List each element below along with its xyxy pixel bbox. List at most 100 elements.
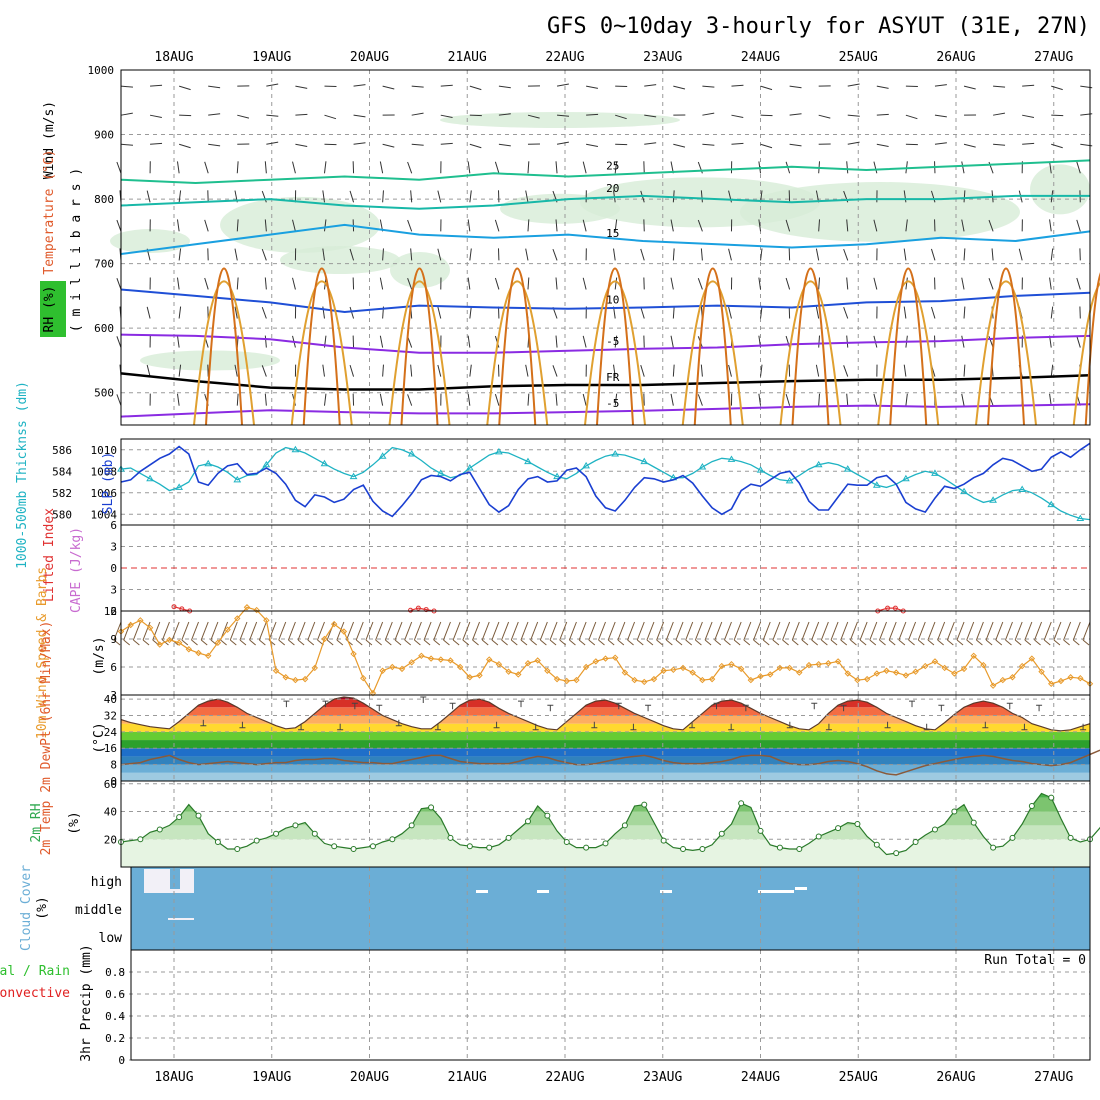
wind-barb — [178, 85, 191, 91]
wind-barb — [697, 219, 703, 232]
convective-label: Convective — [0, 986, 70, 1001]
temp-min-marker — [1021, 723, 1028, 731]
wind10m-barb-flag — [404, 639, 412, 646]
wind10m-barb-flag — [830, 639, 838, 646]
thickness-slp-axis: 580 582 584 586 1004 1006 1008 1010 — [52, 444, 117, 522]
thickness-marker — [843, 465, 852, 472]
wind-barb — [785, 219, 791, 232]
lifted-index-lines — [171, 604, 906, 614]
wind10m-speed-point — [718, 662, 725, 670]
wind-barb — [437, 190, 442, 203]
temp2m-axis: 0 8 16 24 32 40 — [104, 693, 118, 788]
wind10m-speed-point — [505, 668, 512, 675]
rh2m-point — [815, 833, 822, 840]
wind-barb — [640, 306, 645, 319]
wind10m-barb — [966, 621, 975, 641]
wind-barb — [494, 277, 500, 290]
wind10m-barb — [113, 621, 122, 641]
wind10m-speed-point — [873, 670, 881, 677]
wind-barb — [555, 335, 558, 348]
slp-tick-label: 1004 — [91, 508, 118, 521]
wind10m-barb — [627, 621, 636, 641]
wind-barb — [266, 141, 279, 145]
wind-barb — [586, 113, 599, 116]
wind-barb — [993, 143, 1006, 146]
cloud-cover-fill — [131, 867, 1090, 950]
wind-barb — [728, 364, 732, 377]
chart-title: GFS 0~10day 3-hourly for ASYUT (31E, 27N… — [547, 14, 1090, 39]
wind10m-speed-point — [282, 674, 289, 681]
thickness-axis-label: 1000-500mb Thicknss (dm) — [15, 381, 30, 569]
rh2m-point — [776, 844, 783, 851]
wind-barb — [760, 306, 763, 319]
wind10m-barb — [452, 621, 461, 641]
wind-barb — [785, 335, 791, 348]
wind-barb — [116, 278, 122, 290]
wind10m-barb-flag — [801, 639, 809, 646]
wind10m-barb — [859, 621, 868, 641]
pressure-tick-label: 500 — [94, 387, 114, 400]
wind-barb — [843, 248, 849, 261]
wind-barb — [1051, 85, 1063, 91]
wind-barb — [1050, 364, 1054, 377]
mid-cloud-mark — [168, 918, 194, 920]
wind-barb — [469, 190, 472, 203]
thickness-marker — [407, 450, 416, 457]
wind10m-barb-flag — [452, 639, 460, 646]
temp-min-marker — [728, 723, 735, 731]
pressure-axis: 500 600 700 800 900 1000 — [88, 64, 115, 400]
wind10m-barb-flag — [966, 639, 974, 646]
wind10m-speed-point — [970, 652, 977, 660]
wind10m-barb-flag — [782, 639, 789, 646]
wind10m-barb-flag — [869, 639, 877, 646]
wind-barb — [614, 219, 618, 232]
wind10m-barb-flag — [481, 639, 489, 646]
rh2m-point — [311, 830, 318, 837]
wind10m-barb-flag — [569, 639, 576, 646]
top-date-label: 18AUG — [154, 50, 193, 65]
wind-barb — [261, 307, 267, 319]
wind-barb — [264, 161, 267, 174]
wind-barb — [988, 278, 994, 290]
wind-barb — [961, 161, 965, 174]
wind-barb — [236, 277, 239, 290]
wind10m-speed-point — [137, 617, 144, 624]
temp-min-marker — [982, 721, 989, 729]
wind10m-barb — [762, 621, 771, 641]
wind10m-barb — [346, 621, 355, 641]
wind-barb — [236, 219, 239, 232]
wind-barb — [234, 306, 238, 319]
wind-barb — [847, 114, 860, 117]
wind-barb — [700, 364, 703, 377]
wind10m-barb — [287, 621, 296, 641]
wind-barb — [905, 277, 908, 290]
cloud-cover-unit-label: (%) — [35, 896, 50, 919]
wind10m-barb-flag — [462, 639, 470, 646]
wind-barb — [961, 335, 965, 348]
contour-label: 25 — [606, 159, 619, 172]
wind-barb — [582, 393, 587, 406]
rh2m-point — [544, 812, 551, 819]
lifted-index-point — [408, 607, 414, 613]
wind10m-speed-point — [922, 662, 929, 670]
thickness-slp-grid — [121, 439, 1090, 525]
wind10m-barb-flag — [753, 639, 760, 646]
wind-barb — [993, 112, 1006, 116]
wind-barb — [873, 219, 878, 232]
wind10m-barb-flag — [1053, 639, 1061, 646]
thickness-marker — [1076, 514, 1085, 522]
wind-barb — [349, 190, 355, 203]
stability-grid — [121, 525, 1090, 611]
rh2m-point — [641, 801, 648, 808]
wind10m-speed-point — [466, 674, 474, 681]
temp-max-marker — [938, 704, 945, 712]
wind10m-barb-flag — [578, 639, 586, 646]
surface-temp-loop — [486, 280, 549, 426]
wind-barb — [178, 190, 182, 203]
wind-barb — [261, 365, 267, 377]
lifted-index-line — [410, 607, 435, 612]
cloud-level-high: high — [91, 875, 122, 890]
wind10m-speed-point — [369, 689, 377, 697]
bottom-date-label: 27AUG — [1034, 1070, 1073, 1085]
